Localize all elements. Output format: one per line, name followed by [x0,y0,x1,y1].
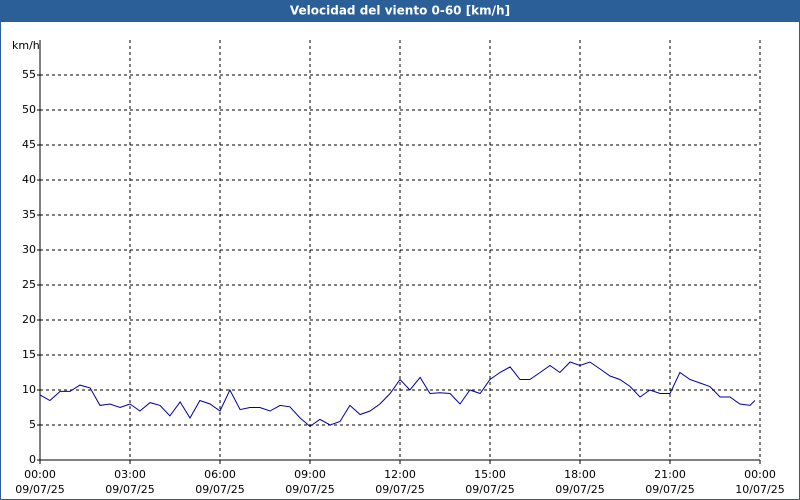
y-tick-label: 30 [22,243,36,256]
x-tick-date: 10/07/25 [735,483,784,496]
y-tick-label: 55 [22,68,36,81]
y-tick-label: 45 [22,138,36,151]
x-tick-label: 21:00 [654,468,686,481]
y-tick-label: 15 [22,348,36,361]
y-tick-label: 25 [22,278,36,291]
x-tick-date: 09/07/25 [15,483,64,496]
x-tick-label: 18:00 [564,468,596,481]
x-tick-date: 09/07/25 [465,483,514,496]
x-tick-date: 09/07/25 [555,483,604,496]
x-tick-date: 09/07/25 [285,483,334,496]
y-tick-label: 50 [22,103,36,116]
x-tick-label: 03:00 [114,468,146,481]
y-tick-label: 20 [22,313,36,326]
y-tick-label: 40 [22,173,36,186]
y-axis-label: km/h [12,39,40,52]
chart-title: Velocidad del viento 0-60 [km/h] [290,4,510,18]
x-tick-date: 09/07/25 [195,483,244,496]
x-tick-date: 09/07/25 [105,483,154,496]
title-bar [0,0,800,22]
x-tick-date: 09/07/25 [645,483,694,496]
x-tick-label: 09:00 [294,468,326,481]
y-tick-label: 5 [29,418,36,431]
x-tick-label: 06:00 [204,468,236,481]
x-tick-label: 12:00 [384,468,416,481]
x-tick-label: 00:00 [744,468,776,481]
y-tick-label: 0 [29,453,36,466]
y-tick-label: 10 [22,383,36,396]
x-tick-date: 09/07/25 [375,483,424,496]
x-tick-label: 00:00 [24,468,56,481]
y-tick-label: 35 [22,208,36,221]
x-tick-label: 15:00 [474,468,506,481]
data-line [39,361,756,428]
